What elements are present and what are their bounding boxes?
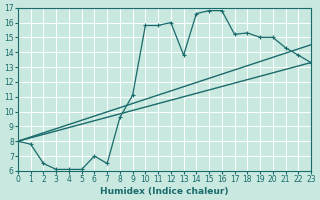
X-axis label: Humidex (Indice chaleur): Humidex (Indice chaleur) (100, 187, 229, 196)
